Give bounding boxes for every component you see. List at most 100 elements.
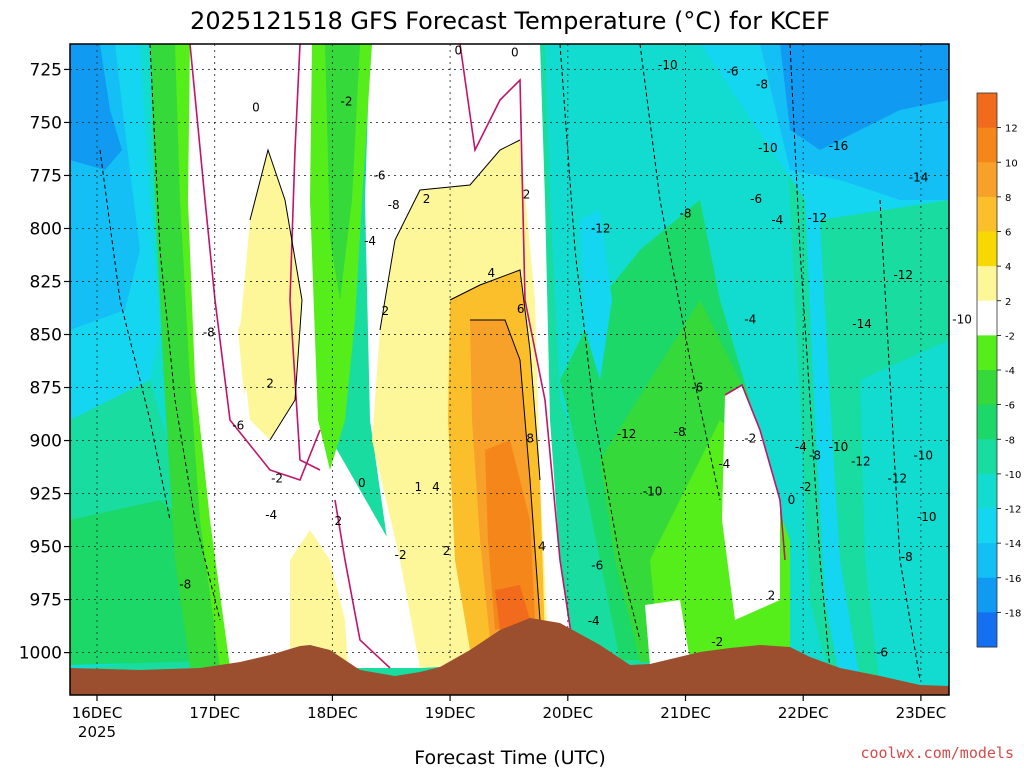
contour-label: 8 xyxy=(526,431,534,445)
colorbar-label: 2 xyxy=(1005,297,1011,308)
contour-label: -6 xyxy=(727,65,739,79)
colorbar-label: -18 xyxy=(1005,608,1021,619)
colorbar-label: 12 xyxy=(1005,124,1018,135)
fill-right-minus12b xyxy=(860,340,949,690)
contour-label: 2 xyxy=(334,514,342,528)
contour-label: -8 xyxy=(203,325,215,339)
x-axis-label: Forecast Time (UTC) xyxy=(414,747,605,768)
fill-plus8 xyxy=(485,440,535,630)
x-tick-label: 23DEC xyxy=(896,704,947,722)
contour-label: -14 xyxy=(852,317,872,331)
contour-label: -2 xyxy=(395,548,407,562)
contour-label: 2 xyxy=(443,544,451,558)
contour-label: 6 xyxy=(517,302,525,316)
contour-zero-5 xyxy=(724,383,786,561)
colorbar-label: 10 xyxy=(1005,158,1018,169)
fill-zero-left xyxy=(188,44,420,668)
y-axis: 725 750 775 800 825 850 875 900 925 950 975 1000 xyxy=(19,60,70,664)
x-axis: 16DEC 17DEC 18DEC 19DEC 20DEC 21DEC 22DEC 23DEC… xyxy=(72,695,946,741)
colorbar-label: -2 xyxy=(1005,331,1015,342)
fill-mid-minus14 xyxy=(580,210,612,380)
colorbar-swatch xyxy=(977,508,997,544)
contour-label: -2 xyxy=(271,472,283,486)
contour-labels: 0 0 0 -2 -10 -6 -8 -10 -16 -14 -6 -8 2 2 -6 -4 -12 -8 -12 -… xyxy=(179,43,972,659)
contour-label: -10 xyxy=(913,448,933,462)
contour-label: -12 xyxy=(851,455,871,469)
contour-label: 2 xyxy=(266,376,274,390)
contour-label: -6 xyxy=(373,168,385,182)
contour-lines xyxy=(99,44,921,681)
contour-label: -8 xyxy=(809,448,821,462)
contour-label: -2 xyxy=(711,635,723,649)
contour-zero-2 xyxy=(289,44,321,471)
chart-title: 2025121518 GFS Forecast Temperature (°C)… xyxy=(190,7,830,35)
colorbar-swatch xyxy=(977,335,997,371)
colorbar-swatch xyxy=(977,231,997,267)
contour-neg-b xyxy=(149,44,221,621)
plot-frame xyxy=(69,43,950,696)
contour-plus4 xyxy=(449,269,541,481)
contour-label: -2 xyxy=(744,431,756,445)
contour-label: -4 xyxy=(588,614,600,628)
contour-label: -16 xyxy=(829,139,849,153)
fill-plus2-small xyxy=(238,300,254,395)
contour-plus2-a xyxy=(249,148,303,441)
contour-label: 4 xyxy=(487,266,495,280)
fill-plus2-lowleft xyxy=(290,530,348,668)
contour-neg-e xyxy=(789,44,831,671)
contour-label: 0 xyxy=(788,493,796,507)
x-tick-label: 22DEC xyxy=(778,704,829,722)
x-tick-label: 17DEC xyxy=(189,704,240,722)
y-tick-label: 825 xyxy=(30,272,62,292)
y-tick-label: 875 xyxy=(30,379,62,399)
contour-label: -4 xyxy=(718,457,730,471)
fill-plus2-left xyxy=(240,150,302,440)
x-tick-label: 18DEC xyxy=(307,704,358,722)
contour-label: -8 xyxy=(901,550,913,564)
contour-label: -10 xyxy=(917,510,937,524)
contour-label: -6 xyxy=(591,559,603,573)
contour-label: -10 xyxy=(952,313,972,327)
colorbar-label: 4 xyxy=(1005,262,1011,273)
contour-label: 4 xyxy=(538,540,546,554)
contour-label: -4 xyxy=(795,440,807,454)
contour-label: -8 xyxy=(179,578,191,592)
y-tick-label: 900 xyxy=(30,432,62,452)
contour-label: 0 xyxy=(455,43,463,57)
contour-neg-d xyxy=(639,44,721,501)
y-tick-label: 800 xyxy=(30,219,62,239)
contour-label: -10 xyxy=(658,58,678,72)
contour-label: -6 xyxy=(750,192,762,206)
terrain xyxy=(70,618,949,695)
colorbar-label: -6 xyxy=(1005,401,1015,412)
colorbar-swatch xyxy=(977,370,997,406)
contour-neg-a xyxy=(99,149,171,521)
contour-label: 2 xyxy=(423,192,431,206)
colorbar-swatch xyxy=(977,439,997,475)
contour-neg-f xyxy=(879,199,921,681)
colorbar-label: -14 xyxy=(1005,539,1021,550)
contour-label: -8 xyxy=(680,207,692,221)
colorbar-swatch xyxy=(977,300,997,336)
colorbar-label: -8 xyxy=(1005,435,1015,446)
colorbar-swatch xyxy=(977,404,997,440)
contour-label: -6 xyxy=(876,646,888,660)
contour-label: -8 xyxy=(388,198,400,212)
contour-label: 2 xyxy=(523,188,531,202)
contour-zero-3 xyxy=(459,44,576,661)
y-tick-label: 725 xyxy=(30,60,62,80)
contour-label: -12 xyxy=(893,268,913,282)
colorbar-label: 6 xyxy=(1005,228,1011,239)
contour-label: 0 xyxy=(511,45,519,59)
colorbar-swatch xyxy=(977,612,997,648)
contour-label: -12 xyxy=(591,221,611,235)
colorbar-label: -10 xyxy=(1005,470,1021,481)
x-tick-label: 21DEC xyxy=(660,704,711,722)
contour-plus2-b xyxy=(379,139,521,331)
x-tick-label: 19DEC xyxy=(425,704,476,722)
colorbar-label: -16 xyxy=(1005,574,1021,585)
x-tick-year: 2025 xyxy=(78,723,116,741)
fill-right-minus18 xyxy=(780,44,949,150)
colorbar-label: -4 xyxy=(1005,366,1015,377)
